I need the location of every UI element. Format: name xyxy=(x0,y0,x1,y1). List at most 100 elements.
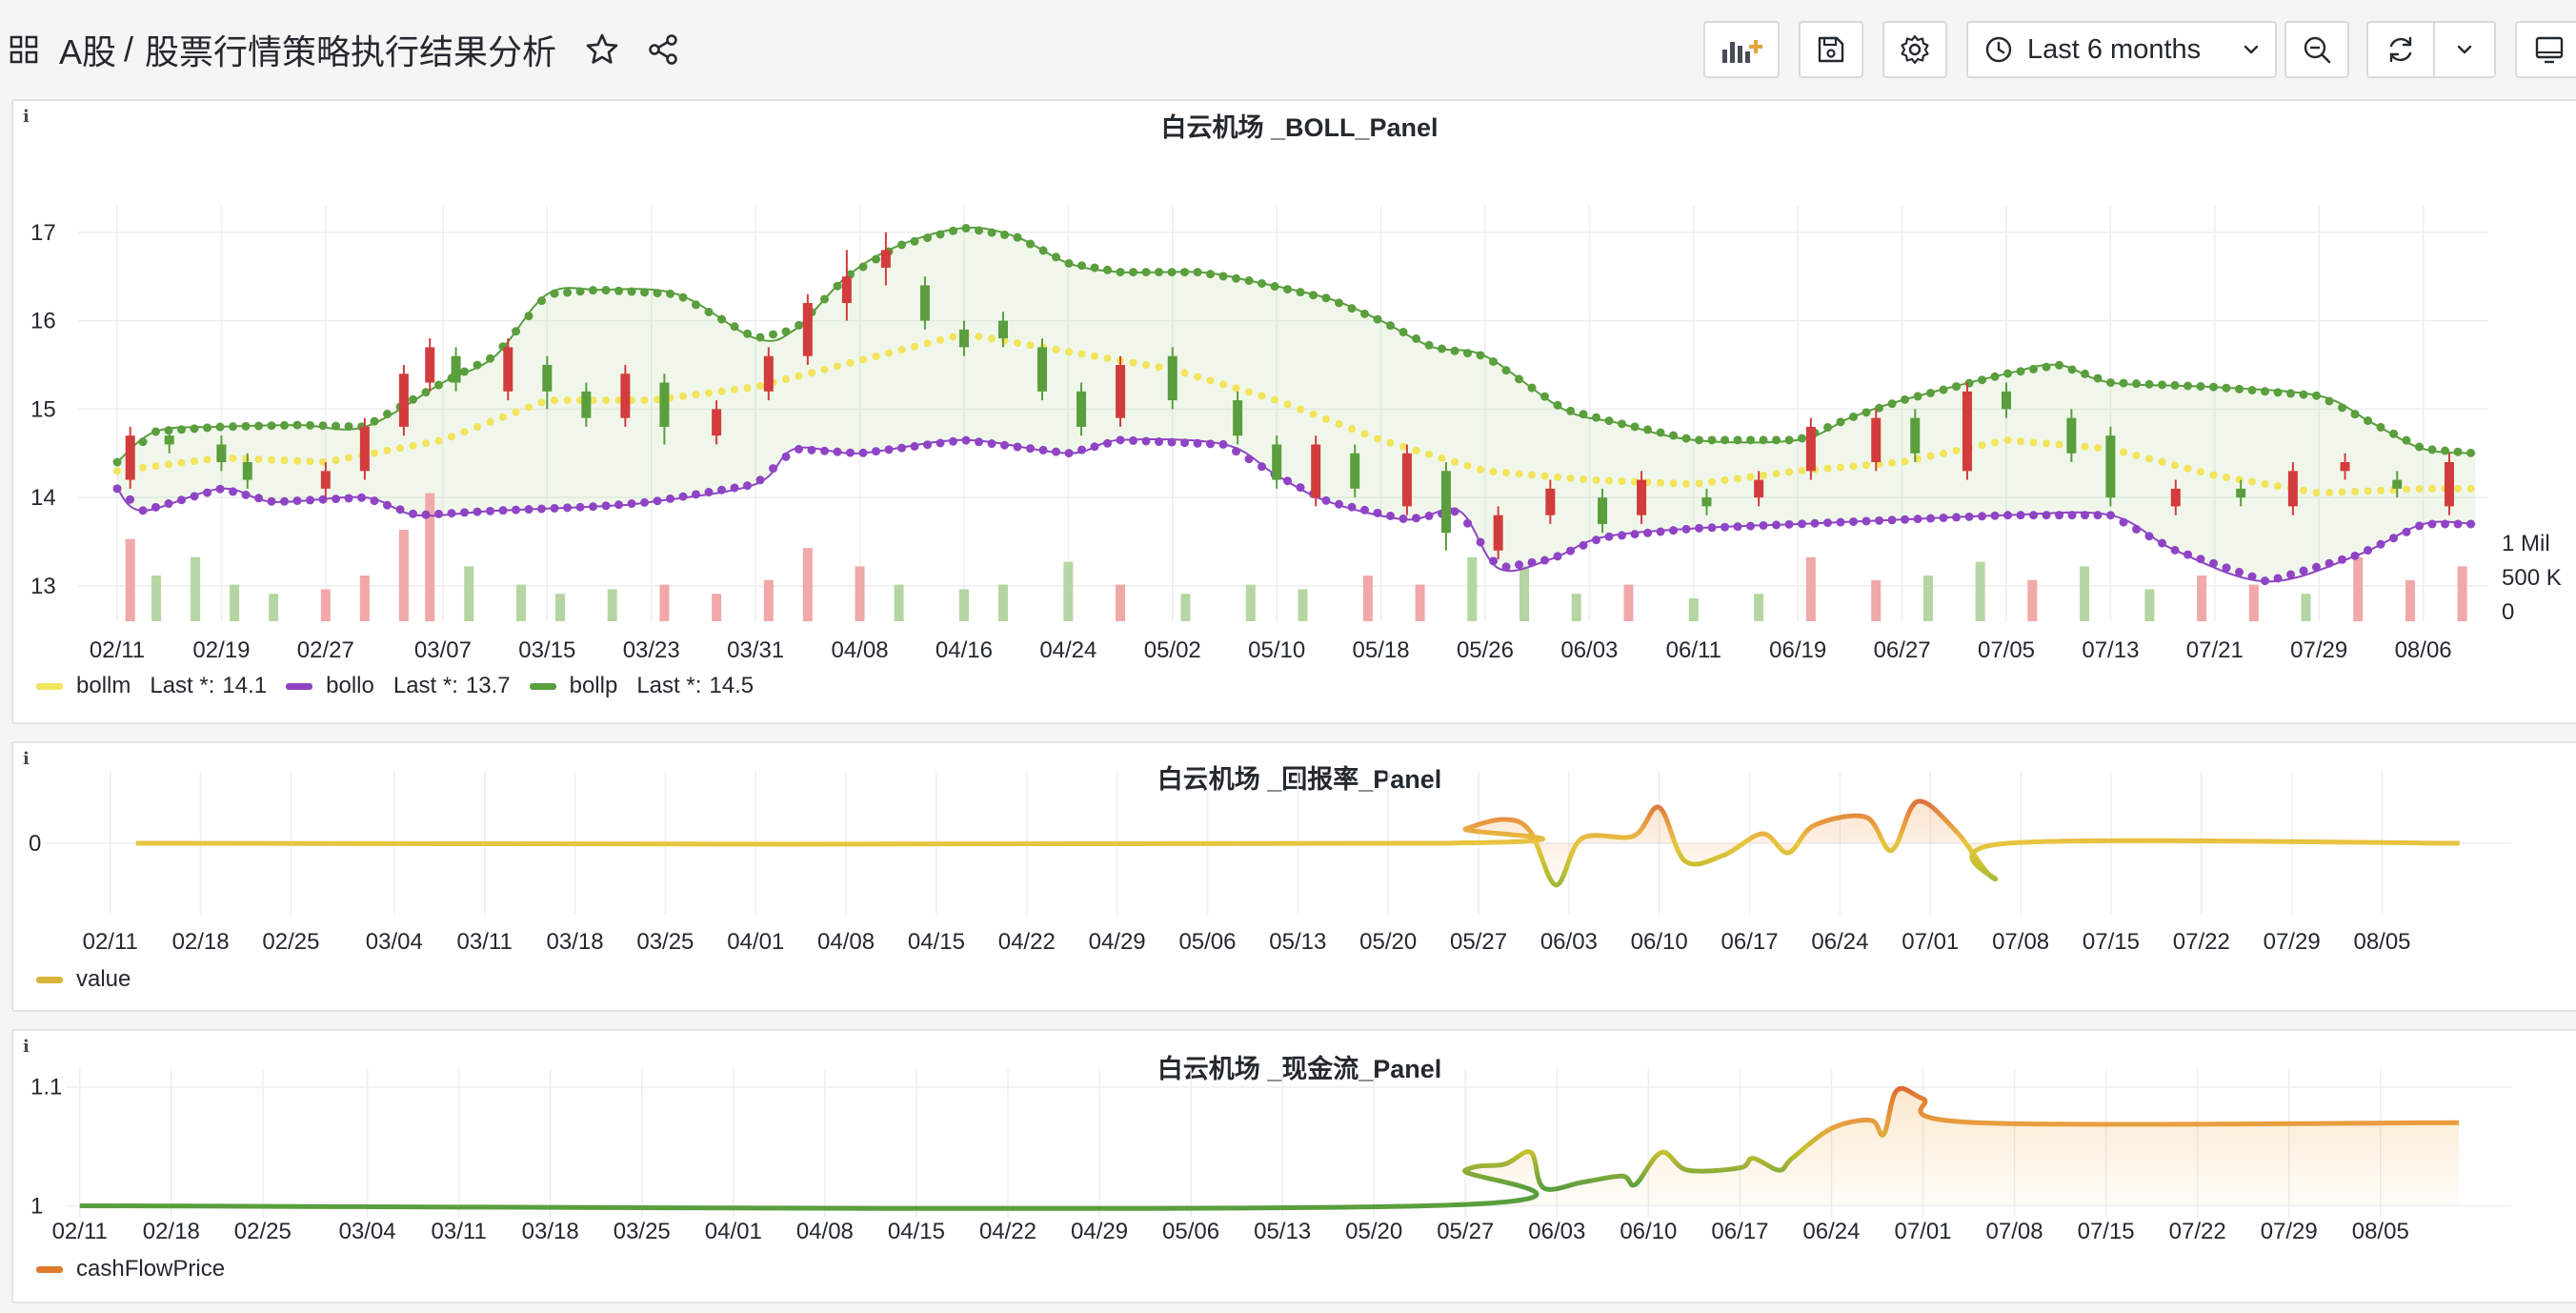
view-mode-button[interactable] xyxy=(2515,21,2576,78)
bollo-point xyxy=(292,496,302,506)
bollp-point xyxy=(589,286,598,295)
bollo-point xyxy=(1258,462,1267,472)
save-dashboard-button[interactable] xyxy=(1799,21,1863,78)
bollm-point xyxy=(1065,348,1074,356)
bollm-point xyxy=(589,396,597,405)
bollm-point xyxy=(1103,354,1112,363)
panel-title[interactable]: 白云机场 _BOLL_Panel xyxy=(1160,113,1439,142)
bollp-point xyxy=(1566,406,1576,415)
bollp-point xyxy=(1167,268,1177,277)
panel-info-icon[interactable]: i xyxy=(23,749,30,769)
x-tick-label: 03/04 xyxy=(366,929,423,955)
bollp-point xyxy=(2055,360,2064,370)
bollp-point xyxy=(2453,447,2463,456)
bollm-point xyxy=(2120,448,2128,456)
bollo-point xyxy=(910,441,919,451)
x-tick-label: 07/21 xyxy=(2186,637,2244,663)
bollo-point xyxy=(2209,558,2219,568)
bollm-point xyxy=(731,385,739,394)
bollm-point xyxy=(717,387,726,395)
dashboard-title[interactable]: 股票行情策略执行结果分析 xyxy=(145,32,557,71)
legend-label: bollm xyxy=(76,673,131,698)
bollm-point xyxy=(1695,479,1703,488)
time-range-picker[interactable]: Last 6 months xyxy=(1966,21,2277,78)
bollp-point xyxy=(2402,435,2411,445)
refresh-button[interactable] xyxy=(2366,21,2435,78)
return-chart: 0 02/11 02/18 02/25 03/04 03/11 03/18 03/25 04/0… xyxy=(29,772,2511,955)
x-tick-label: 07/08 xyxy=(1992,929,2049,955)
candle-body xyxy=(880,250,891,268)
candle-body xyxy=(216,444,227,463)
bollm-point xyxy=(2261,479,2269,488)
x-tick-label: 08/06 xyxy=(2395,637,2452,663)
x-tick-label: 04/24 xyxy=(1039,637,1097,663)
bollm-point xyxy=(808,369,816,377)
volume-bar xyxy=(712,594,722,621)
bollp-point xyxy=(2261,387,2270,396)
volume-bar xyxy=(464,566,474,621)
x-tick-label: 05/26 xyxy=(1457,637,1514,663)
x-tick-label: 04/22 xyxy=(998,929,1056,955)
bollp-point xyxy=(755,333,765,342)
bollo-point xyxy=(409,509,418,518)
star-button[interactable] xyxy=(581,29,623,71)
bollo-point xyxy=(1077,445,1087,454)
legend-item-bollo[interactable]: bollo Last *: 13.7 xyxy=(286,673,511,699)
bollp-point xyxy=(1450,346,1459,355)
zoom-out-button[interactable] xyxy=(2284,21,2349,78)
legend-item-bollp[interactable]: bollp Last *: 14.5 xyxy=(529,673,754,699)
bollm-point xyxy=(885,349,894,357)
share-button[interactable] xyxy=(642,29,684,71)
bollp-point xyxy=(1875,403,1884,413)
bollo-point xyxy=(280,496,290,506)
candle-body xyxy=(1077,391,1087,427)
y-tick-label: 14 xyxy=(30,485,56,511)
legend-item-value[interactable]: value xyxy=(36,966,131,993)
bollo-point xyxy=(421,510,431,519)
bollo-point xyxy=(1978,512,1987,521)
bollo-point xyxy=(1193,438,1202,448)
x-tick-label: 07/29 xyxy=(2290,637,2347,663)
legend-swatch-value xyxy=(36,976,63,983)
dashboard-settings-button[interactable] xyxy=(1882,21,1947,78)
bollp-point xyxy=(318,421,328,431)
panel-info-icon[interactable]: i xyxy=(23,1037,30,1057)
bollp-point xyxy=(1000,230,1010,239)
add-panel-button[interactable] xyxy=(1703,21,1780,78)
bollp-point xyxy=(1360,309,1370,318)
bollm-point xyxy=(1978,441,1986,450)
volume-bar xyxy=(2080,566,2090,621)
x-tick-label: 02/18 xyxy=(143,1219,200,1244)
volume-bar xyxy=(2144,589,2155,621)
candle-body xyxy=(763,355,774,392)
x-tick-label: 05/20 xyxy=(1359,929,1417,955)
bollm-point xyxy=(846,358,855,367)
bollo-point xyxy=(2350,551,2360,560)
bollp-point xyxy=(1438,344,1447,354)
bollo-point xyxy=(795,444,804,454)
panel-info-icon[interactable]: i xyxy=(23,107,30,127)
legend-item-cashflowprice[interactable]: cashFlowPrice xyxy=(36,1256,225,1283)
panel-title[interactable]: 白云机场 _现金流_Panel xyxy=(1157,1055,1442,1083)
bollo-point xyxy=(2016,511,2025,520)
bollm-point xyxy=(1283,400,1292,409)
refresh-interval-dropdown[interactable] xyxy=(2433,21,2496,78)
volume-bar xyxy=(607,589,617,621)
bollm-point xyxy=(1952,446,1961,454)
bollm-point xyxy=(1026,341,1035,350)
bollm-point xyxy=(2351,487,2360,495)
panel-title[interactable]: 白云机场 _回报率_Panel xyxy=(1157,765,1442,794)
bollp-point xyxy=(215,422,225,432)
legend-item-bollm[interactable]: bollm Last *: 14.1 xyxy=(36,673,267,699)
bollm-point xyxy=(1682,479,1691,488)
bollp-point xyxy=(1952,382,1962,392)
breadcrumb-root[interactable]: A股 xyxy=(59,32,117,71)
bollm-point xyxy=(499,413,508,421)
bollp-point xyxy=(229,422,238,432)
bollp-point xyxy=(1501,366,1511,375)
volume-bar xyxy=(1415,584,1425,621)
dashboards-grid-icon[interactable] xyxy=(10,35,38,64)
bollp-point xyxy=(1849,412,1859,421)
bollp-point xyxy=(1604,416,1614,426)
volume-bar xyxy=(1623,584,1634,621)
